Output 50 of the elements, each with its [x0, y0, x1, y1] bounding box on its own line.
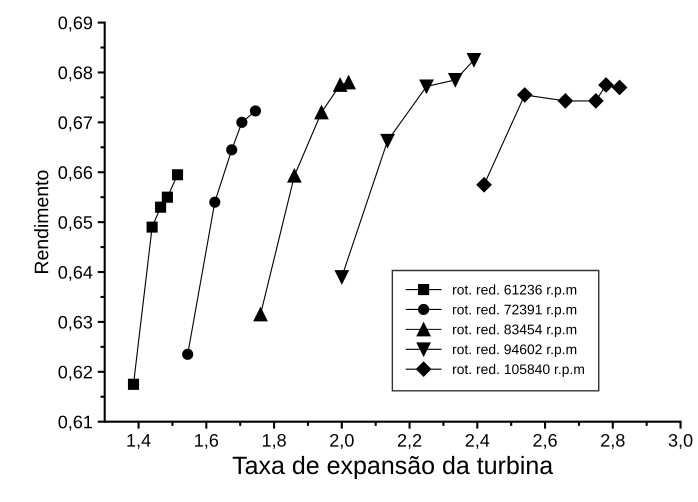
x-tick-label: 2,6 — [533, 434, 557, 449]
y-tick-label: 0,65 — [58, 216, 92, 231]
point — [448, 73, 462, 87]
x-tick-label: 2,0 — [330, 434, 354, 449]
point — [146, 222, 158, 233]
x-tick-label: 2,2 — [398, 434, 422, 449]
legend-label: rot. red. 105840 r.p.m — [452, 364, 584, 377]
point — [162, 192, 173, 203]
x-axis-title: Taxa de expansão da turbina — [232, 456, 554, 480]
legend-label: rot. red. 61236 r.p.m — [452, 284, 576, 298]
point — [155, 202, 166, 213]
x-tick-label: 1,4 — [127, 434, 151, 449]
x-tick-label: 2,4 — [466, 434, 490, 449]
x-tick-label: 1,8 — [262, 434, 286, 449]
point — [236, 116, 248, 128]
x-tick-label: 1,6 — [195, 434, 218, 449]
point — [209, 196, 220, 208]
point — [612, 80, 628, 96]
x-tick-label: 3,0 — [668, 434, 692, 449]
y-tick-label: 0,68 — [58, 66, 92, 82]
y-tick-label: 0,67 — [58, 116, 92, 132]
point — [466, 53, 481, 67]
legend-label: rot. red. 72391 r.p.m — [452, 304, 576, 318]
point — [476, 177, 492, 192]
x-tick-label: 2,8 — [601, 434, 625, 449]
point — [182, 348, 194, 360]
point — [226, 144, 238, 156]
point — [598, 77, 614, 93]
point — [172, 169, 184, 180]
point — [128, 378, 140, 390]
y-tick-label: 0,69 — [58, 16, 92, 32]
point — [250, 105, 261, 116]
point — [558, 93, 573, 108]
point — [420, 80, 434, 94]
point — [517, 87, 532, 102]
point — [342, 76, 356, 90]
point — [287, 168, 302, 183]
y-tick-label: 0,63 — [58, 316, 92, 331]
point — [334, 270, 349, 284]
point — [254, 307, 268, 322]
legend-label: rot. red. 83454 r.p.m — [452, 324, 576, 338]
y-axis-title: Rendimento — [34, 170, 48, 273]
legend-label: rot. red. 94602 r.p.m — [452, 344, 576, 358]
point — [314, 105, 328, 120]
y-tick-label: 0,62 — [58, 366, 92, 381]
y-tick-label: 0,64 — [58, 266, 92, 281]
point — [588, 93, 604, 108]
y-tick-label: 0,61 — [58, 416, 92, 431]
y-tick-label: 0,66 — [58, 166, 92, 182]
point — [380, 134, 394, 148]
